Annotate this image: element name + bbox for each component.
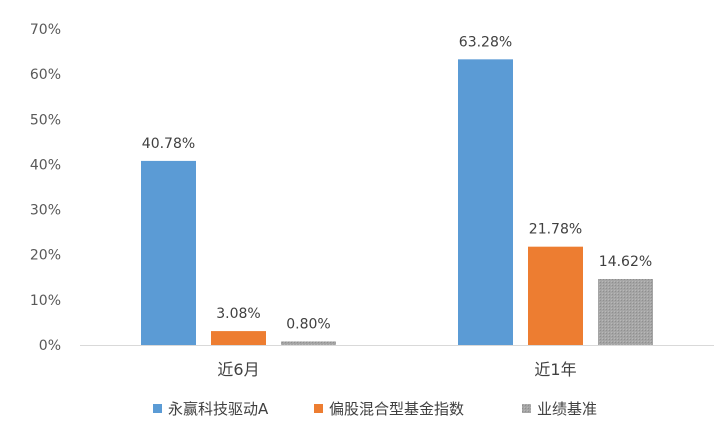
x-axis: 近6月 近1年 [80, 345, 714, 379]
legend-swatch [314, 404, 323, 413]
y-tick-label: 20% [30, 248, 61, 264]
legend-label: 偏股混合型基金指数 [329, 400, 464, 418]
data-label: 63.28% [459, 34, 512, 50]
y-tick-label: 10% [30, 293, 61, 309]
y-tick-label: 40% [30, 157, 61, 173]
bar [281, 341, 336, 345]
y-tick-label: 0% [39, 338, 61, 354]
y-axis: 0% 10% 20% 30% 40% 50% 60% 70% [30, 22, 61, 354]
data-label: 3.08% [216, 306, 260, 322]
bar [528, 246, 583, 345]
y-tick-label: 60% [30, 67, 61, 83]
bar [458, 59, 513, 345]
data-label: 14.62% [599, 254, 652, 270]
y-tick-label: 70% [30, 22, 61, 38]
legend-label: 永赢科技驱动A [168, 400, 269, 418]
bar [141, 160, 196, 345]
legend-label: 业绩基准 [537, 400, 597, 418]
x-tick-label: 近6月 [217, 360, 259, 379]
bar [598, 279, 653, 345]
x-tick-label: 近1年 [534, 360, 576, 379]
legend: 永赢科技驱动A 偏股混合型基金指数 业绩基准 [153, 400, 597, 418]
bar [211, 331, 266, 345]
data-label: 0.80% [286, 316, 330, 332]
data-labels: 40.78% 3.08% 0.80% 63.28% 21.78% 14.62% [142, 34, 652, 332]
legend-swatch [153, 404, 162, 413]
data-label: 40.78% [142, 136, 195, 152]
legend-swatch [522, 404, 531, 413]
y-tick-label: 30% [30, 203, 61, 219]
y-tick-label: 50% [30, 112, 61, 128]
bars [141, 59, 653, 345]
data-label: 21.78% [529, 222, 582, 238]
